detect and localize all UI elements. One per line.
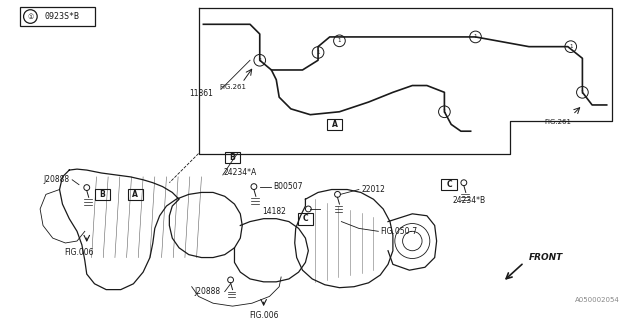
Text: A: A <box>132 190 138 199</box>
Text: FIG.261: FIG.261 <box>219 84 246 91</box>
Text: 1: 1 <box>338 38 341 43</box>
Text: 1: 1 <box>258 58 262 63</box>
Text: C: C <box>447 180 452 189</box>
Text: B: B <box>230 153 236 162</box>
Text: FIG.006: FIG.006 <box>249 311 278 320</box>
FancyBboxPatch shape <box>20 7 95 26</box>
Text: FIG.261: FIG.261 <box>545 119 572 125</box>
Text: 1: 1 <box>316 50 320 55</box>
FancyBboxPatch shape <box>127 188 143 200</box>
FancyBboxPatch shape <box>95 188 110 200</box>
FancyBboxPatch shape <box>298 213 313 225</box>
Text: A: A <box>332 120 337 129</box>
Text: ①: ① <box>28 13 33 20</box>
Text: 1: 1 <box>580 90 584 95</box>
Text: 0923S*B: 0923S*B <box>45 12 80 21</box>
Text: 1: 1 <box>443 109 446 114</box>
Text: FRONT: FRONT <box>529 253 563 262</box>
Text: 24234*A: 24234*A <box>224 169 257 178</box>
Text: 1: 1 <box>569 44 573 49</box>
Text: FIG.006: FIG.006 <box>64 248 93 257</box>
FancyBboxPatch shape <box>442 179 457 190</box>
Text: FIG.050-7: FIG.050-7 <box>380 227 417 236</box>
Text: 22012: 22012 <box>362 185 386 194</box>
Text: B00507: B00507 <box>273 182 303 191</box>
Text: 11861: 11861 <box>189 89 213 98</box>
Text: J20888: J20888 <box>43 175 69 184</box>
Text: 24234*B: 24234*B <box>452 196 485 205</box>
FancyBboxPatch shape <box>327 119 342 130</box>
Text: 14182: 14182 <box>262 207 286 216</box>
Text: B: B <box>99 190 105 199</box>
FancyBboxPatch shape <box>225 152 240 163</box>
Text: 1: 1 <box>474 35 477 39</box>
Text: A050002054: A050002054 <box>575 297 620 303</box>
Text: J20888: J20888 <box>195 287 221 296</box>
Text: C: C <box>303 214 308 223</box>
